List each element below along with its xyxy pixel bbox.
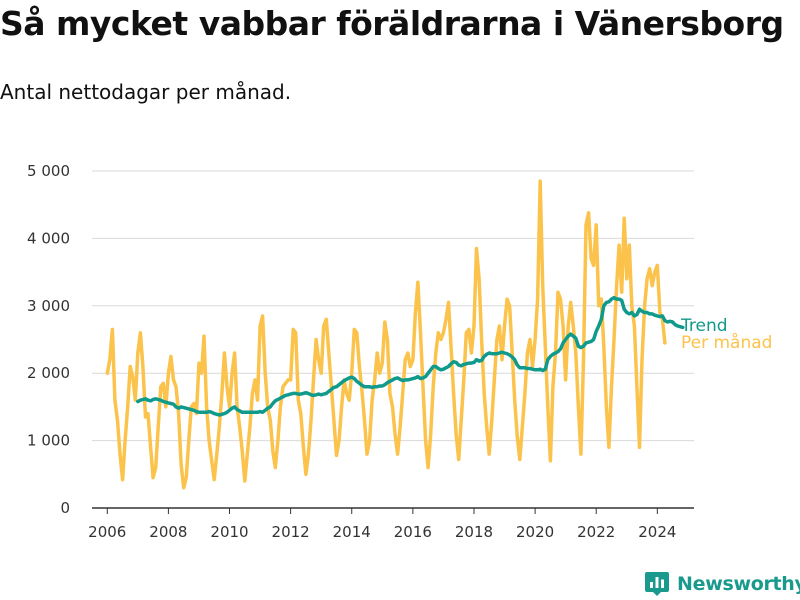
- chart-subtitle: Antal nettodagar per månad.: [0, 80, 292, 104]
- y-tick-label: 5 000: [27, 162, 70, 180]
- x-tick-label: 2012: [272, 523, 310, 541]
- monthly-line: [105, 179, 667, 490]
- legend-trend-label: Trend: [680, 316, 728, 336]
- brand-name: Newsworthy: [677, 573, 800, 595]
- y-tick-label: 1 000: [27, 432, 70, 450]
- y-tick-label: 0: [60, 499, 70, 517]
- y-tick-label: 4 000: [27, 229, 70, 247]
- x-axis: 2006 2008 2010 2012 2014 2016 2018 2020 2022 2024: [88, 507, 694, 541]
- x-tick-label: 2022: [577, 523, 615, 541]
- chart-title: Så mycket vabbar föräldrarna i Vänersbor…: [0, 4, 784, 43]
- y-tick-label: 2 000: [27, 364, 70, 382]
- legend-monthly-label: Per månad: [681, 332, 772, 353]
- x-tick-label: 2010: [210, 523, 248, 541]
- bar-chart-logo-icon: [645, 572, 669, 596]
- y-axis-tick-labels: 0 1 000 2 000 3 000 4 000 5 000: [27, 162, 70, 517]
- series-lines: [105, 179, 685, 490]
- brand-logo[interactable]: Newsworthy: [644, 568, 800, 600]
- x-tick-label: 2006: [88, 523, 126, 541]
- x-tick-label: 2016: [394, 523, 432, 541]
- trend-line: [136, 295, 685, 417]
- x-tick-label: 2024: [638, 523, 676, 541]
- x-tick-label: 2014: [333, 523, 371, 541]
- x-tick-label: 2018: [455, 523, 493, 541]
- y-tick-label: 3 000: [27, 297, 70, 315]
- x-tick-label: 2020: [516, 523, 554, 541]
- x-tick-label: 2008: [149, 523, 187, 541]
